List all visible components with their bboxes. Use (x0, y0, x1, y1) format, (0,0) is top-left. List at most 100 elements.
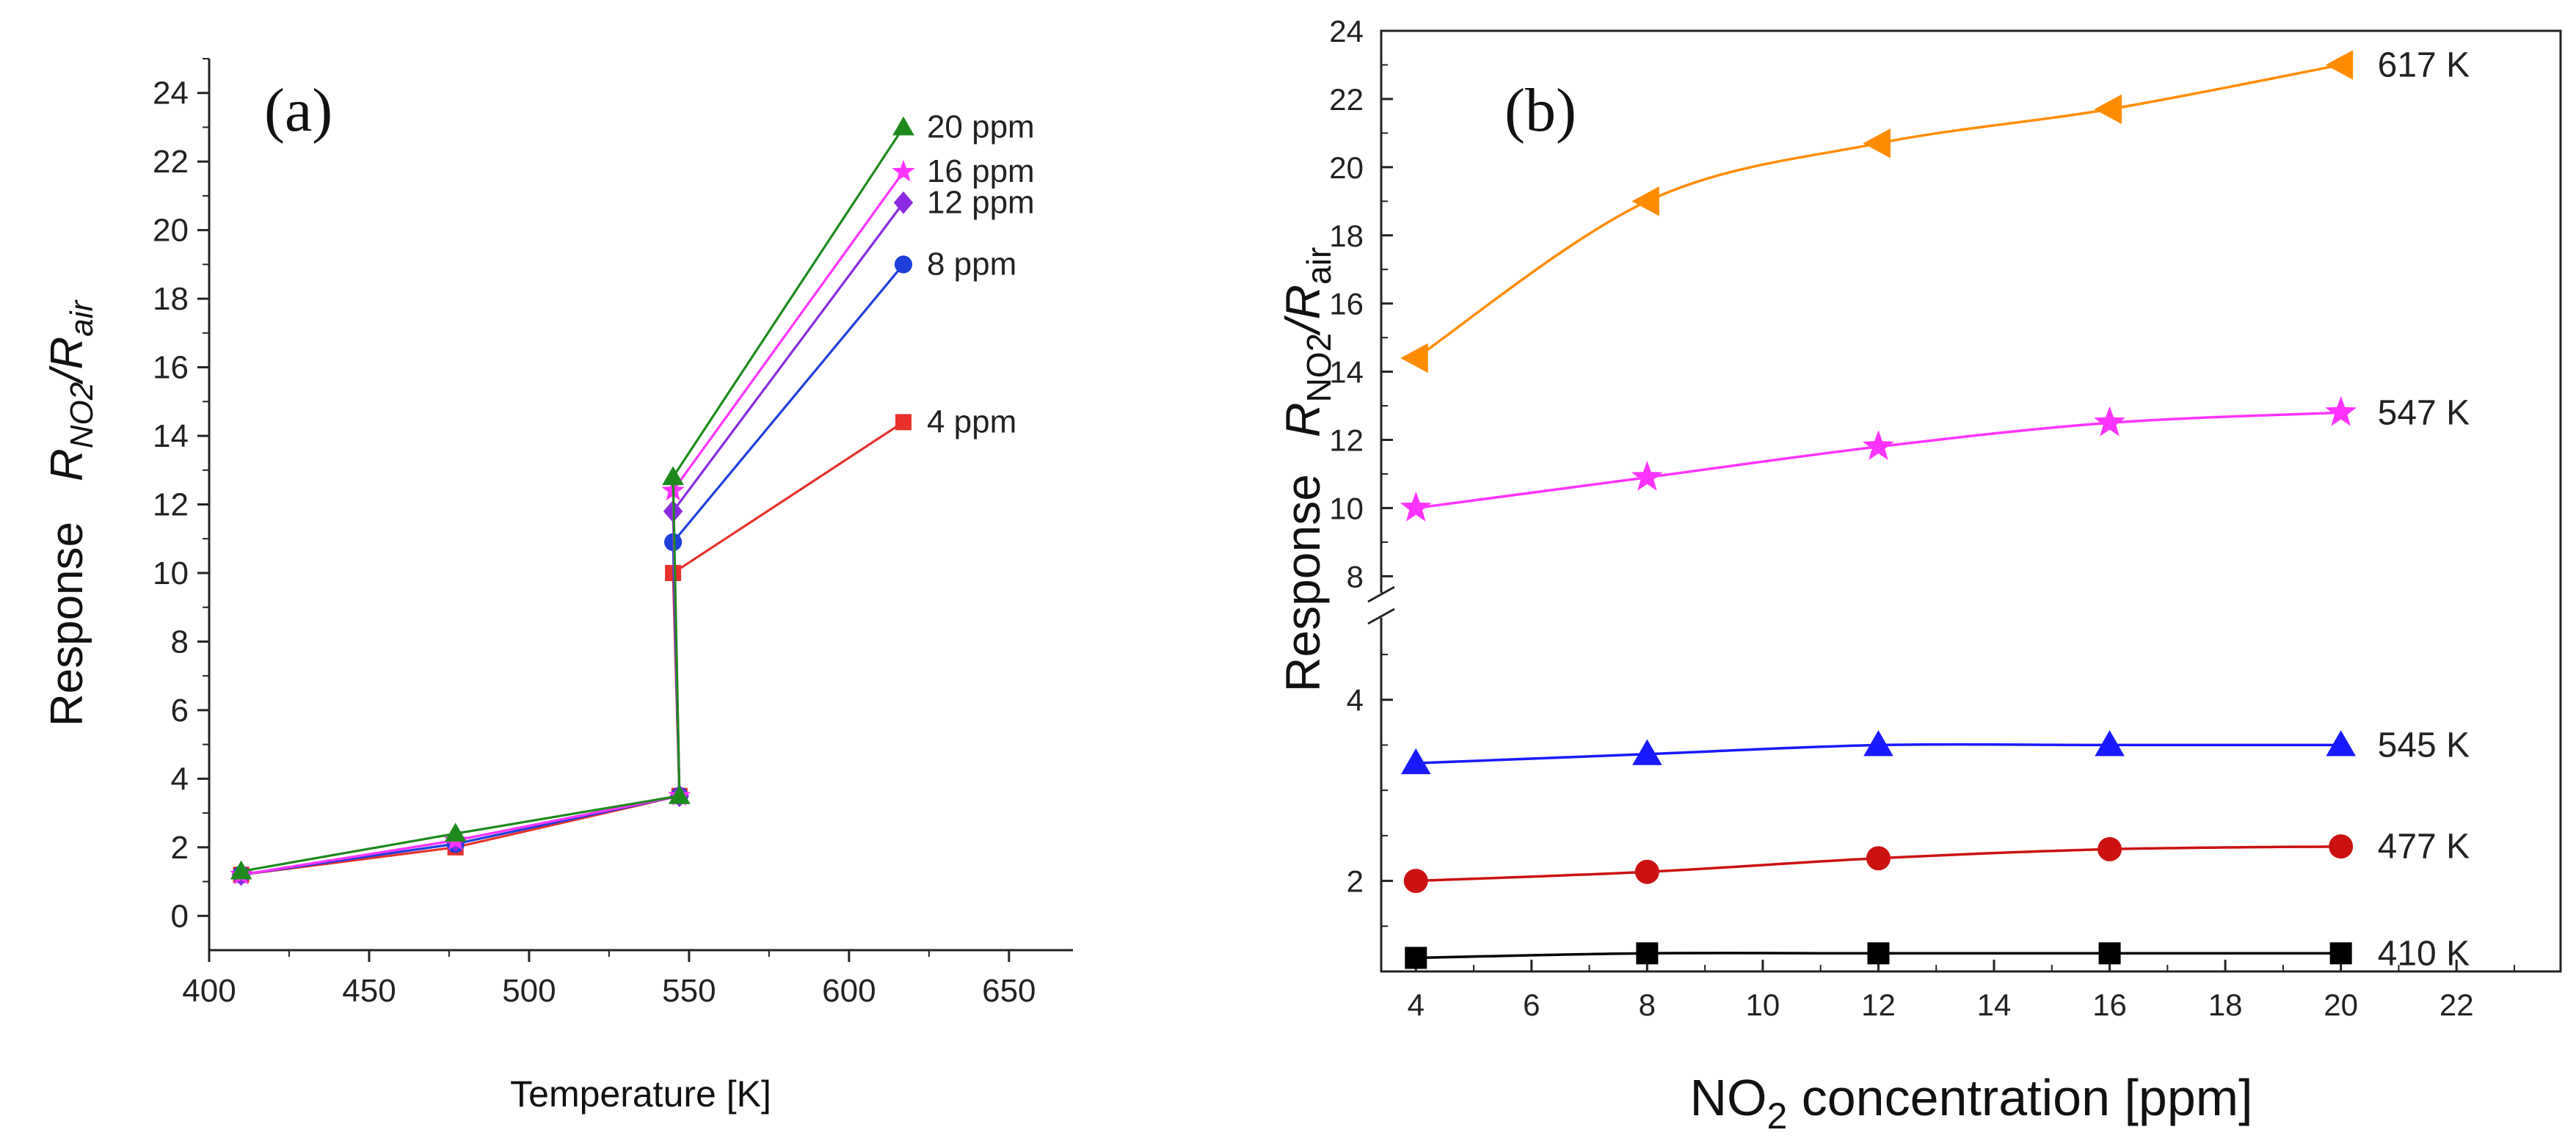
panel-a-y-axis-slash-r: /R (42, 337, 92, 385)
panel-a-data-point (230, 860, 252, 880)
panel-b-data-point (1631, 461, 1663, 491)
panel-b-data-point (2329, 834, 2354, 859)
panel-b-series-label: 545 K (2378, 726, 2470, 765)
panel-b-y-tick-label: 22 (1329, 82, 1364, 117)
panel-b-y-tick-label: 4 (1347, 683, 1364, 718)
panel-b-data-point (1634, 859, 1659, 884)
panel-a-data-point (668, 784, 691, 804)
panel-a-series-label: 8 ppm (927, 246, 1016, 282)
panel-b-x-tick-label: 18 (2208, 988, 2243, 1022)
panel-b-data-point (1405, 946, 1427, 969)
panel-b-label: (b) (1505, 76, 1576, 145)
panel-b-data-point (2094, 406, 2125, 437)
panel-b-x-axis-title: NO2 concentration [ppm] (1689, 1069, 2252, 1137)
panel-a-x-tick-label: 450 (342, 973, 396, 1009)
panel-b-data-point (1400, 491, 1432, 522)
panel-b-data-point (2094, 94, 2122, 125)
panel-a-x-axis-title: Temperature [K] (510, 1073, 771, 1115)
panel-b-x-tick-label: 8 (1639, 988, 1656, 1022)
panel-b-data-point (1866, 846, 1891, 871)
panel-a-x-tick-label: 600 (822, 973, 876, 1009)
panel-b-data-point (2097, 836, 2122, 861)
panel-b-x-tick-label: 4 (1408, 988, 1425, 1022)
panel-a-y-tick-label: 16 (153, 350, 189, 386)
panel-b-x-axis-sub: 2 (1767, 1095, 1787, 1137)
panel-b-data-point (2325, 50, 2354, 80)
panel-a-y-tick-label: 12 (153, 487, 189, 523)
panel-a-y-axis-r: R (42, 448, 92, 481)
panel-a-y-tick-label: 2 (171, 830, 189, 866)
panel-b-series-label: 547 K (2378, 393, 2470, 432)
panel-b-data-point (1631, 186, 1659, 216)
panel-a-series-line (241, 126, 905, 873)
panel-a-data-point (894, 255, 913, 274)
panel-b-data-point (1400, 343, 1428, 373)
panel-b-frame (1380, 29, 2562, 973)
panel-b-y-axis-title: Response RNO2/Rair (1276, 247, 1338, 693)
panel-a-series-label: 20 ppm (927, 109, 1035, 145)
panel-a-series (229, 116, 915, 886)
panel-a-y-axis-title: Response RNO2/Rair (42, 299, 100, 726)
panel-b-y-tick-label: 20 (1329, 150, 1364, 185)
panel-b-data-point (1863, 430, 1894, 460)
panel-b-y-axis-prefix: Response (1276, 474, 1330, 692)
panel-a-y-tick-label: 0 (171, 898, 189, 934)
panel-a-x-tick-label: 650 (982, 973, 1036, 1009)
panel-b-data-point (1632, 739, 1662, 765)
panel-a-y-tick-label: 18 (153, 281, 189, 317)
panel-b-x-tick-label: 6 (1523, 988, 1540, 1022)
panel-b-data-point (2326, 730, 2356, 756)
panel-b-x-tick-label: 14 (1977, 988, 2012, 1022)
panel-b-x-tick-label: 12 (1861, 988, 1896, 1022)
panel-a-series-label: 4 ppm (927, 404, 1016, 439)
panel-a-data-point (895, 414, 912, 431)
panel-b-series (1400, 50, 2357, 969)
panel-a-series-line (241, 202, 905, 876)
panel-a-data-point (662, 466, 684, 486)
panel-a-y-axis-sub-no2: NO2 (64, 382, 100, 448)
panel-a: 400 450 500 550 600 650024681012141618202224 … (42, 58, 1073, 1115)
panel-a-data-point (892, 159, 915, 182)
panel-b-data-point (1863, 730, 1893, 756)
panel-b-data-point (1636, 942, 1659, 965)
panel-a-label: (a) (264, 76, 332, 145)
panel-a-y-axis-sub-air: air (64, 299, 100, 336)
panel-b-y-axis-sub-no2: NO2 (1300, 333, 1338, 403)
panel-a-y-tick-label: 24 (153, 76, 189, 112)
panel-b-series-line (1416, 411, 2341, 510)
panel-b-data-point (1867, 942, 1890, 965)
panel-a-series-label: 12 ppm (927, 184, 1035, 220)
panel-b-x-tick-label: 10 (1746, 988, 1780, 1022)
panel-b-y-axis-sub-air: air (1300, 247, 1338, 285)
panel-a-data-point (893, 191, 914, 214)
panel-b-axis-break-mark (1367, 608, 1395, 625)
panel-b-y-tick-label: 18 (1329, 219, 1364, 253)
panel-a-x-tick-label: 400 (182, 973, 236, 1009)
panel-b-y-tick-label: 8 (1347, 559, 1364, 594)
panel-b-x-axis-rest: concentration [ppm] (1787, 1069, 2252, 1126)
panel-a-y-tick-label: 20 (153, 213, 189, 249)
panel-b-y-tick-label: 10 (1329, 491, 1364, 525)
panel-b-y-tick-label: 14 (1329, 355, 1364, 390)
panel-b-axis-break-mark (1367, 586, 1395, 603)
panel-b-series-label: 477 K (2378, 828, 2470, 867)
panel-a-y-tick-label: 8 (171, 624, 189, 660)
panel-b-data-point (1863, 128, 1891, 158)
panel-b-data-point (2098, 942, 2121, 965)
panel-b-data-point (2325, 395, 2357, 426)
panel-a-series-line (241, 421, 904, 876)
panel-b-series-label: 410 K (2378, 934, 2470, 973)
panel-b-y-tick-label: 16 (1329, 287, 1364, 321)
panel-b-y-axis-r: R (1276, 402, 1330, 437)
panel-a-y-tick-label: 4 (171, 761, 189, 797)
panel-b-y-tick-label: 24 (1329, 14, 1364, 48)
panel-a-series-label: 16 ppm (927, 153, 1035, 189)
panel-a-data-point (892, 116, 914, 136)
panel-b-x-tick-label: 16 (2092, 988, 2127, 1022)
panel-b-data-point (1401, 748, 1431, 775)
